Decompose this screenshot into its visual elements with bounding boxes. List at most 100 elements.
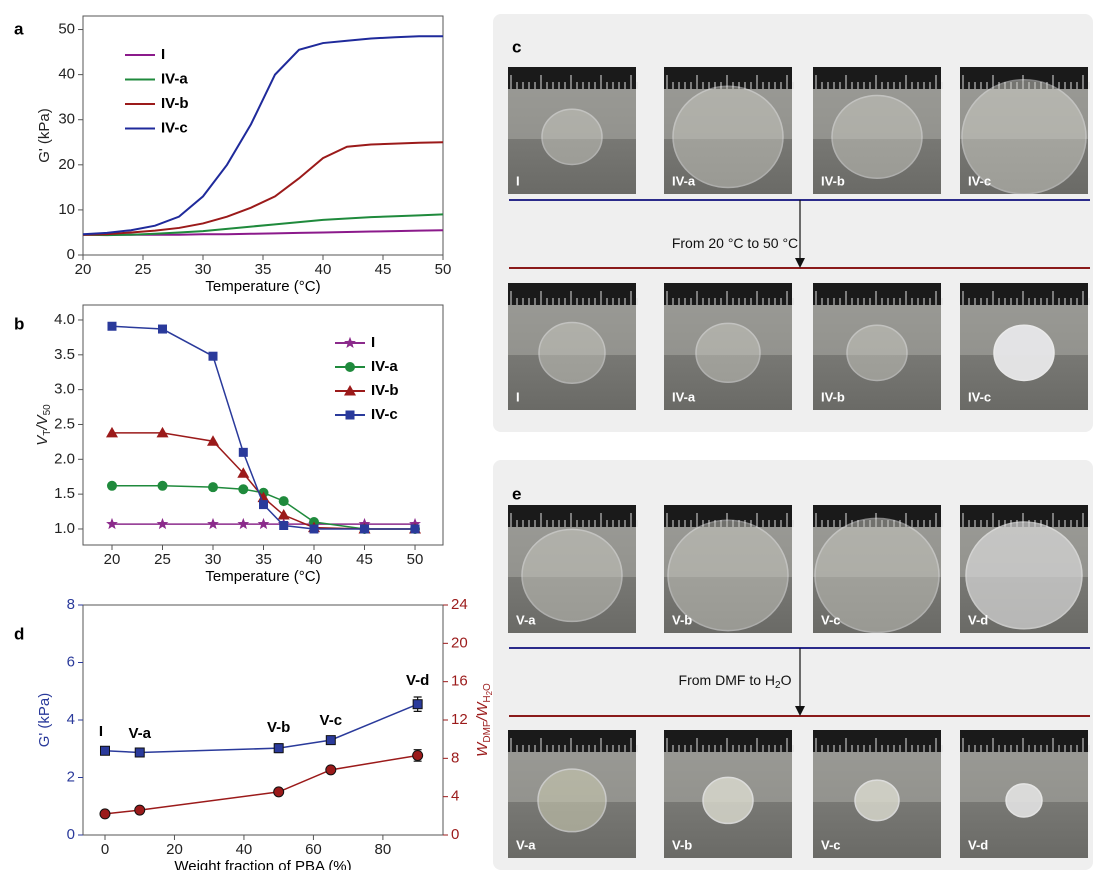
photo: V-a: [508, 730, 637, 858]
caption-part: From DMF to H: [679, 672, 775, 688]
series-line: [105, 755, 418, 813]
gel-sample: [703, 777, 753, 823]
y2-tick-label: 4: [451, 788, 459, 805]
photo-label: V-c: [821, 612, 841, 627]
photo: V-b: [664, 505, 793, 633]
ruler-band: [813, 67, 941, 89]
x-axis-label: Temperature (°C): [205, 568, 320, 585]
data-point: [209, 352, 218, 361]
y-tick-label: 2.5: [54, 415, 75, 432]
label-part: O: [482, 683, 493, 691]
y-tick-label: 10: [58, 201, 75, 218]
point-label: V-b: [267, 719, 290, 736]
photo-label: V-b: [672, 837, 692, 852]
y2-tick-label: 12: [451, 711, 468, 728]
data-point: [207, 518, 219, 529]
figure: a2025303540455001020304050Temperature (°…: [0, 0, 1093, 870]
photo: V-b: [664, 730, 793, 858]
data-point: [274, 787, 284, 797]
y2-tick-label: 20: [451, 634, 468, 651]
data-point: [156, 427, 168, 438]
photo: IV-c: [960, 283, 1089, 410]
photo-label: IV-c: [968, 389, 991, 404]
y-tick-label: 20: [58, 156, 75, 173]
photo-label: V-a: [516, 837, 536, 852]
x-axis-label: Temperature (°C): [205, 278, 320, 295]
y-tick-label: 0: [67, 246, 75, 263]
photo: IV-c: [960, 67, 1089, 194]
x-tick-label: 35: [255, 551, 272, 568]
data-point: [259, 500, 268, 509]
photo: IV-a: [664, 283, 793, 410]
gel-sample: [673, 86, 783, 187]
x-tick-label: 20: [75, 261, 92, 278]
legend-marker: [345, 362, 355, 372]
x-tick-label: 50: [407, 551, 424, 568]
data-point: [239, 448, 248, 457]
gel-sample: [832, 95, 922, 178]
caption-part: From 20 °C to 50 °C: [672, 235, 798, 251]
point-label: V-a: [128, 725, 151, 742]
data-point: [237, 518, 249, 529]
gel-sample: [522, 529, 622, 621]
y2-tick-label: 0: [451, 826, 459, 843]
ruler-band: [960, 730, 1088, 752]
photo-label: IV-c: [968, 173, 991, 188]
y-tick-label: 3.0: [54, 381, 75, 398]
y2-tick-label: 24: [451, 596, 468, 613]
photo-label: IV-a: [672, 173, 696, 188]
photo-label: V-a: [516, 612, 536, 627]
photo-label: V-d: [968, 837, 988, 852]
x-axis-label: Weight fraction of PBA (%): [174, 858, 351, 870]
ruler-band: [960, 283, 1088, 305]
legend-label: I: [161, 46, 165, 63]
data-point: [157, 518, 169, 529]
data-point: [411, 524, 420, 533]
gel-sample: [538, 769, 606, 832]
y-tick-label: 2: [67, 768, 75, 785]
photo: IV-a: [664, 67, 793, 194]
data-point: [279, 521, 288, 530]
photo: V-a: [508, 505, 637, 633]
panel-label: b: [14, 314, 24, 333]
ruler-band: [508, 67, 636, 89]
data-point: [135, 805, 145, 815]
photo-label: V-c: [821, 837, 841, 852]
photo: V-d: [960, 730, 1089, 858]
x-tick-label: 35: [255, 261, 272, 278]
data-point: [107, 481, 117, 491]
photo-label: V-b: [672, 612, 692, 627]
data-point: [158, 325, 167, 334]
photo: I: [508, 67, 637, 194]
y-tick-label: 8: [67, 596, 75, 613]
ruler-band: [664, 730, 792, 752]
data-point: [326, 765, 336, 775]
legend-label: I: [371, 334, 375, 351]
photo: V-c: [813, 730, 942, 858]
x-tick-label: 20: [104, 551, 121, 568]
data-point: [208, 482, 218, 492]
ruler-band: [813, 283, 941, 305]
y-axis-label: G' (kPa): [36, 108, 53, 163]
photo: V-d: [960, 505, 1089, 633]
y-tick-label: 3.5: [54, 346, 75, 363]
data-point: [360, 524, 369, 533]
point-label: I: [99, 723, 103, 740]
ruler-band: [508, 505, 636, 527]
legend-marker: [344, 337, 356, 348]
data-point: [106, 427, 118, 438]
data-point: [157, 481, 167, 491]
ruler-band: [508, 730, 636, 752]
legend-marker: [346, 411, 355, 420]
x-tick-label: 40: [306, 551, 323, 568]
data-point: [106, 518, 118, 529]
x-tick-label: 80: [375, 841, 392, 858]
x-tick-label: 0: [101, 841, 109, 858]
y-tick-label: 4: [67, 711, 75, 728]
x-tick-label: 25: [154, 551, 171, 568]
photo-label: I: [516, 389, 520, 404]
series-line: [83, 36, 443, 234]
data-point: [135, 748, 144, 757]
x-tick-label: 25: [135, 261, 152, 278]
photo: I: [508, 283, 637, 410]
